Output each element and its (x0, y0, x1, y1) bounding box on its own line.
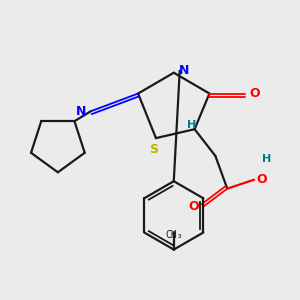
Text: O: O (249, 87, 260, 100)
Text: CH₃: CH₃ (165, 230, 183, 240)
Text: H: H (187, 120, 196, 130)
Text: N: N (76, 105, 87, 118)
Text: H: H (262, 154, 271, 164)
Text: S: S (149, 143, 158, 156)
Text: O: O (188, 200, 199, 213)
Text: O: O (256, 173, 267, 186)
Text: N: N (179, 64, 189, 77)
